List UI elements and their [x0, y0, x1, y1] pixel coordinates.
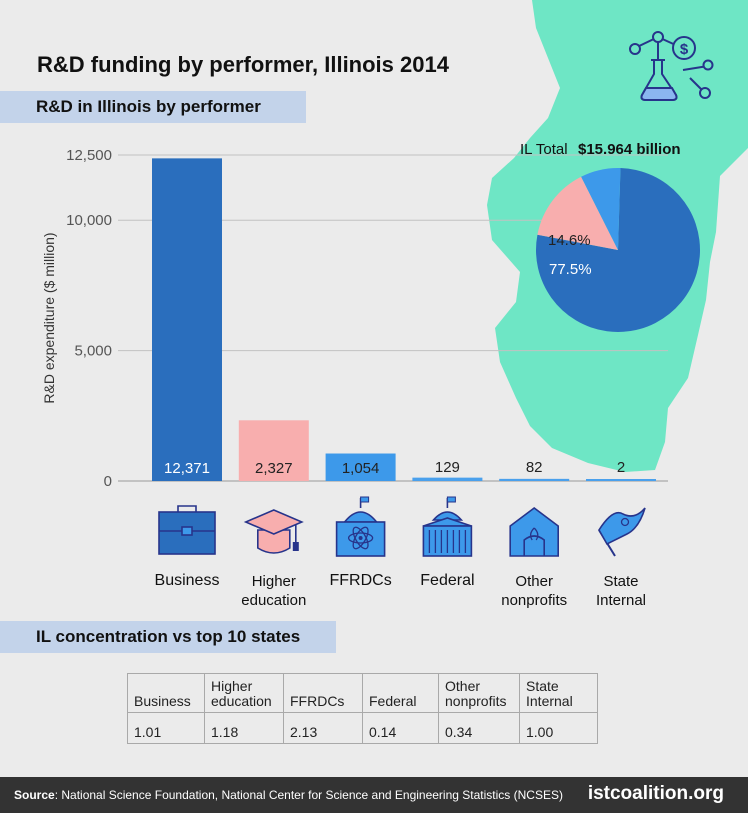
table-header-cell: Federal [362, 673, 439, 713]
atom-building-icon [335, 496, 386, 557]
nonprofit-building-icon [509, 507, 559, 557]
y-tick-label: 0 [104, 473, 112, 490]
bar [586, 479, 656, 481]
bar [499, 478, 570, 481]
bar-value-label: 2 [617, 459, 625, 476]
concentration-table: Business Higher education FFRDCs Federal Othe… [127, 673, 598, 744]
bar-value-label: 82 [526, 459, 543, 476]
table-cell: 2.13 [283, 712, 363, 744]
pie-slice [536, 168, 701, 333]
table-cell: 1.18 [204, 712, 284, 744]
category-label: FFRDCs [329, 572, 392, 589]
category-label: Other nonprofits [501, 573, 568, 609]
table-cell: 0.34 [438, 712, 520, 744]
bar-value-label: 129 [435, 459, 460, 476]
y-tick-label: 10,000 [66, 212, 112, 229]
y-tick-label: 5,000 [74, 343, 112, 360]
table-cell: 0.14 [362, 712, 439, 744]
source-label: Source [14, 788, 55, 802]
brand-link[interactable]: istcoalition.org [587, 783, 724, 804]
table-header-row: Business Higher education FFRDCs Federal Othe… [127, 673, 598, 713]
pie-slice-label: 77.5% [549, 261, 592, 278]
table-header-cell: State Internal [519, 673, 598, 713]
pie-total-value: $15.964 billion [578, 141, 681, 158]
section-header-performer: R&D in Illinois by performer [0, 91, 306, 123]
graduation-cap-icon [243, 509, 304, 554]
table-header-cell: Other nonprofits [438, 673, 520, 713]
category-label: Business [154, 572, 220, 589]
bar-value-label: 1,054 [342, 460, 380, 477]
bar-chart: 0 5,000 10,000 12,500 R&D expenditure ($ mil… [41, 147, 668, 490]
table-row: 1.01 1.18 2.13 0.14 0.34 1.00 [127, 712, 598, 744]
footer: Source: National Science Foundation, Nat… [0, 777, 748, 813]
concentration-table-wrap: Business Higher education FFRDCs Federal Othe… [127, 673, 598, 744]
section-header-label: IL concentration vs top 10 states [36, 627, 301, 646]
page-title: R&D funding by performer, Illinois 2014 [37, 52, 449, 77]
bar [412, 477, 483, 481]
section-header-concentration: IL concentration vs top 10 states [0, 621, 336, 653]
bar [325, 453, 396, 481]
table-header-cell: Higher education [204, 673, 284, 713]
capitol-building-icon [422, 496, 473, 557]
bar [238, 420, 309, 481]
pie-total-label: IL Total [520, 141, 568, 158]
table-header-cell: FFRDCs [283, 673, 363, 713]
table-cell: 1.01 [127, 712, 205, 744]
science-money-icon: $ [629, 31, 714, 101]
bar-value-label: 2,327 [255, 460, 293, 477]
pie-slice-label: 14.6% [548, 232, 591, 249]
svg-text:$: $ [680, 41, 689, 58]
category-label: State Internal [595, 573, 647, 609]
state-flag-icon [598, 507, 646, 557]
source-citation: Source: National Science Foundation, Nat… [14, 788, 563, 802]
briefcase-icon [158, 505, 216, 555]
section-header-label: R&D in Illinois by performer [36, 97, 261, 116]
pie-slice [581, 168, 621, 250]
bar [152, 158, 222, 481]
source-text: : National Science Foundation, National … [54, 788, 563, 802]
y-tick-label: 12,500 [66, 147, 112, 164]
table-cell: 1.00 [519, 712, 598, 744]
category-label: Higher education [241, 573, 307, 609]
pie-chart: 77.5% 14.6% IL Total $15.964 billion [520, 141, 701, 333]
pie-slice [537, 176, 618, 250]
y-axis-label: R&D expenditure ($ million) [41, 232, 57, 403]
table-header-cell: Business [127, 673, 205, 713]
bar-value-label: 12,371 [164, 460, 210, 477]
category-label: Federal [420, 572, 475, 589]
